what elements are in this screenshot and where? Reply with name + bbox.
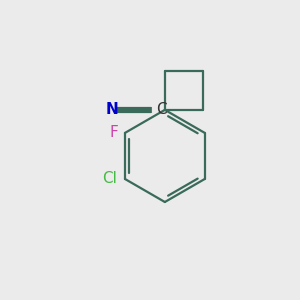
Text: C: C bbox=[156, 102, 166, 117]
Text: Cl: Cl bbox=[102, 172, 117, 187]
Text: N: N bbox=[106, 102, 118, 117]
Text: F: F bbox=[109, 125, 118, 140]
